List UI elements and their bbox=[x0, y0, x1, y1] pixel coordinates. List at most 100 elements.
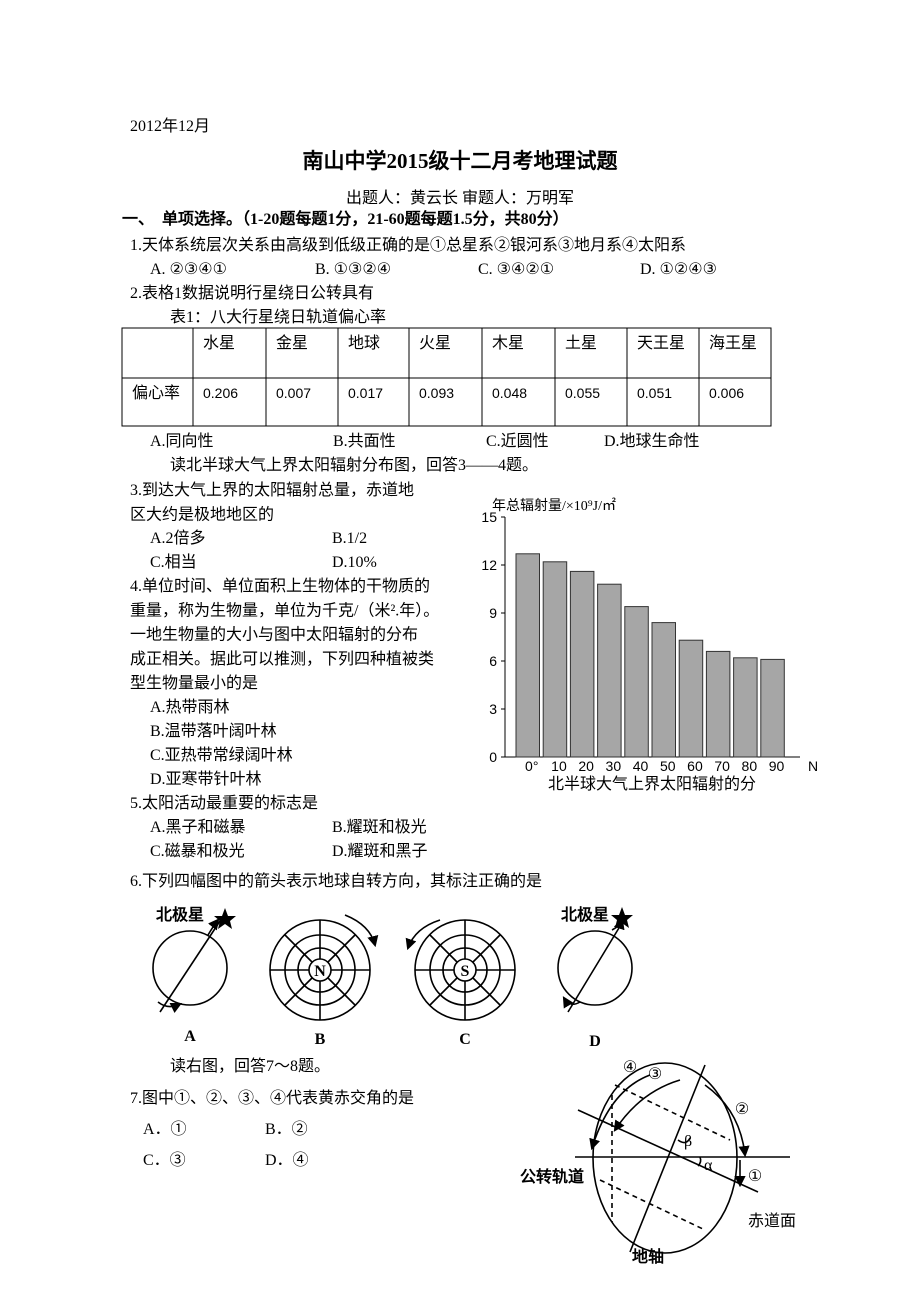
option: A.同向性 bbox=[150, 432, 214, 450]
bar bbox=[705, 650, 731, 758]
option: B.温带落叶阔叶林 bbox=[150, 722, 277, 740]
earth-axis bbox=[567, 917, 626, 1013]
pole-label: S bbox=[461, 963, 470, 980]
rotation-arrow bbox=[207, 918, 220, 936]
dashed-lines bbox=[599, 1084, 731, 1231]
option: C．③ bbox=[143, 1151, 186, 1169]
y-tick-label: 12 bbox=[481, 557, 497, 573]
question-stem: 3.到达大气上界的太阳辐射总量，赤道地 bbox=[130, 481, 414, 499]
star-label: 北极星 bbox=[561, 905, 609, 924]
option: B. ①③②④ bbox=[315, 261, 391, 278]
table-cell bbox=[121, 327, 194, 379]
earth-circle bbox=[557, 930, 633, 1006]
bar bbox=[624, 606, 649, 758]
option: C. ③④②① bbox=[478, 261, 554, 278]
x-tick-label: 10 bbox=[551, 758, 567, 774]
question-stem: 型生物量最小的是 bbox=[130, 674, 258, 692]
axis-label: 地轴 bbox=[632, 1247, 664, 1266]
earth-axis bbox=[629, 1064, 706, 1253]
arc-label: ③ bbox=[648, 1066, 662, 1083]
table-text: 地球 bbox=[348, 334, 380, 352]
question-stem: 1.天体系统层次关系由高级到低级正确的是①总星系②银河系③地月系④太阳系 bbox=[130, 236, 686, 254]
figure-label: A bbox=[184, 1028, 196, 1045]
section-heading: 一、 单项选择。（1-20题每题1分，21-60题每题1.5分，共80分） bbox=[122, 209, 569, 228]
option: D. ①②④③ bbox=[640, 261, 717, 278]
x-tick-label: 50 bbox=[660, 758, 676, 774]
rotation-arrow bbox=[562, 996, 581, 1009]
orbit-label: 公转轨道 bbox=[520, 1167, 584, 1186]
figure-label: D bbox=[589, 1033, 601, 1050]
arc-label: ② bbox=[735, 1101, 749, 1118]
reading-prompt: 读北半球大气上界太阳辐射分布图，回答3——4题。 bbox=[170, 456, 538, 474]
x-tick-label: 80 bbox=[742, 758, 758, 774]
table-cell bbox=[698, 377, 772, 427]
figure-b bbox=[269, 914, 379, 1021]
x-tick-label: 0° bbox=[525, 758, 538, 774]
option: A．① bbox=[143, 1120, 187, 1138]
table-text: 0.055 bbox=[565, 385, 600, 401]
option: C.相当 bbox=[150, 553, 197, 571]
option: A.2倍多 bbox=[150, 529, 206, 547]
arc-arrow bbox=[704, 1084, 750, 1158]
option: C.磁暴和极光 bbox=[150, 842, 245, 860]
option: A. ②③④① bbox=[150, 261, 227, 278]
arc-label: ① bbox=[748, 1168, 762, 1185]
x-tick-label: 90 bbox=[769, 758, 785, 774]
table-text: 天王星 bbox=[637, 335, 685, 352]
table-text: 0.048 bbox=[492, 385, 527, 401]
reading-prompt: 读右图，回答7～8题。 bbox=[170, 1057, 330, 1075]
option: D.耀斑和黑子 bbox=[332, 842, 428, 860]
x-tick-label: 70 bbox=[714, 758, 730, 774]
x-tick-label: 60 bbox=[687, 758, 703, 774]
table-text: 水星 bbox=[203, 334, 235, 352]
option: D．④ bbox=[265, 1151, 309, 1169]
arc-arrow bbox=[589, 1074, 651, 1151]
bar bbox=[569, 570, 595, 758]
table-text: 金星 bbox=[276, 334, 308, 352]
table-text: 0.006 bbox=[709, 385, 744, 401]
table-text: 0.093 bbox=[419, 385, 454, 401]
y-tick-label: 3 bbox=[489, 701, 497, 717]
option: A.热带雨林 bbox=[150, 698, 230, 716]
equator-label: 赤道面 bbox=[748, 1212, 796, 1230]
authors: 出题人：黄云长 审题人：万明军 bbox=[346, 189, 574, 207]
arc-arrow bbox=[613, 1079, 681, 1132]
table-text: 土星 bbox=[565, 334, 597, 352]
pole-label: N bbox=[314, 963, 326, 980]
earth-axis bbox=[159, 917, 223, 1013]
bar bbox=[760, 658, 785, 758]
earth-ellipse bbox=[592, 1062, 738, 1254]
bar bbox=[515, 553, 540, 758]
meridians bbox=[415, 920, 515, 1020]
table-text: 0.051 bbox=[637, 385, 672, 401]
bar bbox=[651, 622, 676, 758]
x-tick-label: 20 bbox=[578, 758, 594, 774]
question-stem: 成正相关。据此可以推测，下列四种植被类 bbox=[130, 650, 434, 668]
question-stem: 区大约是极地地区的 bbox=[130, 505, 274, 523]
y-axis-label: 年总辐射量/×10⁹J/㎡ bbox=[492, 498, 616, 514]
earth-circle bbox=[152, 930, 228, 1006]
option: D.地球生命性 bbox=[604, 432, 700, 450]
option: C.亚热带常绿阔叶林 bbox=[150, 746, 293, 764]
table-text: 偏心率 bbox=[132, 384, 180, 402]
y-tick-label: 15 bbox=[481, 509, 497, 525]
option: B．② bbox=[265, 1120, 308, 1138]
rotation-arrow bbox=[344, 914, 379, 948]
table-text: 火星 bbox=[419, 335, 451, 352]
rotation-arrow bbox=[157, 1001, 183, 1014]
figure-a bbox=[152, 908, 236, 1014]
question-stem: 一地生物量的大小与图中太阳辐射的分布 bbox=[130, 626, 418, 644]
bar bbox=[678, 639, 704, 758]
star bbox=[214, 908, 236, 929]
question-stem: 6.下列四幅图中的箭头表示地球自转方向，其标注正确的是 bbox=[130, 871, 542, 890]
option: B.耀斑和极光 bbox=[332, 818, 427, 836]
figure-label: B bbox=[315, 1031, 326, 1048]
option: B.共面性 bbox=[333, 432, 396, 450]
date: 2012年12月 bbox=[130, 117, 210, 135]
x-axis-label: N bbox=[808, 758, 818, 774]
option: D.亚寒带针叶林 bbox=[150, 769, 262, 788]
option: D.10% bbox=[332, 554, 377, 571]
y-tick-label: 9 bbox=[489, 605, 497, 621]
option: B.1/2 bbox=[332, 530, 367, 547]
